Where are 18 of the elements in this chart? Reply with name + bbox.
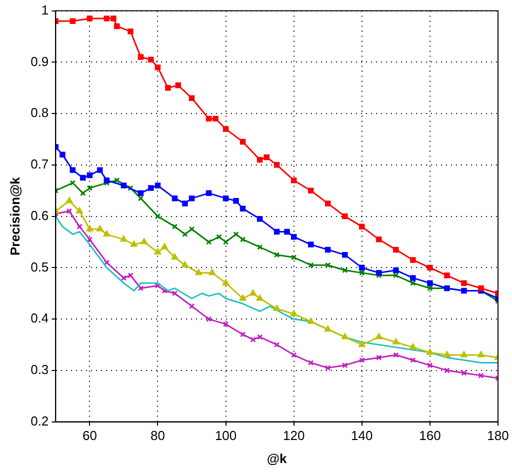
y-tick-label: 1	[41, 2, 49, 18]
x-tick-label: 100	[214, 428, 237, 444]
x-tick-label: 160	[419, 428, 441, 444]
x-tick-label: 180	[487, 428, 509, 444]
y-tick-label: 0.3	[30, 362, 49, 378]
x-tick-label: 80	[150, 428, 165, 444]
y-tick-label: 0.7	[30, 156, 49, 172]
y-tick-label: 0.4	[30, 310, 49, 326]
y-tick-label: 0.9	[30, 54, 49, 69]
y-tick-label: 0.2	[30, 413, 49, 428]
y-axis-title: Precision@k	[7, 176, 22, 256]
x-tick-label: 140	[351, 428, 373, 444]
y-tick-label: 0.8	[30, 105, 49, 120]
x-axis-title: @k	[266, 450, 288, 466]
y-tick-label: 0.6	[30, 208, 49, 223]
y-tick-label: 0.5	[30, 259, 49, 274]
x-tick-label: 120	[282, 428, 305, 444]
x-tick-label: 60	[82, 428, 97, 444]
